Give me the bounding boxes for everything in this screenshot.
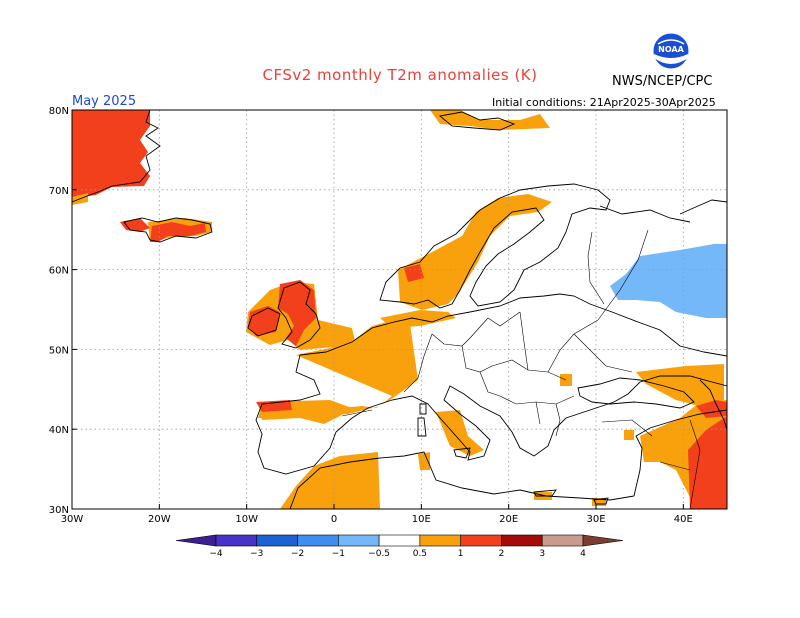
anomaly-shading: [72, 110, 727, 509]
forecast-month: May 2025: [72, 94, 137, 109]
anomaly-iceland-hot2: [150, 222, 206, 242]
anomaly-iberia-hot: [256, 400, 292, 412]
colorbar-tick-label: 2: [499, 549, 505, 559]
colorbar-segment: [419, 534, 461, 547]
colorbar-segment: [541, 534, 584, 547]
y-tick-label: 30N: [49, 505, 69, 516]
coast-france-iberia: [255, 354, 727, 475]
x-tick-label: 30W: [61, 514, 84, 525]
x-tick-label: 10W: [235, 514, 258, 525]
colorbar-tick-label: 1: [458, 549, 464, 559]
colorbar-segment: [297, 534, 339, 547]
coast-svalbard: [438, 111, 516, 131]
colorbar-tick-label: −2: [291, 549, 304, 559]
coast-novaya-zemlya: [679, 199, 727, 215]
coast-ireland: [247, 307, 281, 337]
coast-corsica: [419, 403, 427, 415]
x-tick-label: 20E: [499, 514, 518, 525]
colorbar-segment: [215, 534, 258, 547]
coast-scandinavia: [379, 183, 611, 309]
coast-great-britain: [277, 281, 321, 349]
grid-lines: [72, 110, 727, 509]
coast-sardinia: [417, 417, 427, 437]
anomaly-black-sea: [636, 364, 724, 408]
coast-iceland: [123, 217, 213, 243]
y-tick-label: 60N: [49, 266, 69, 277]
colorbar-tick-label: 0.5: [413, 549, 427, 559]
y-tick-label: 80N: [49, 106, 69, 117]
coast-cyprus: [593, 497, 609, 505]
coast-sicily: [453, 447, 471, 459]
colorbar-tick-label: 3: [539, 549, 545, 559]
colorbar-segment: [501, 534, 543, 547]
colorbar-segment: [256, 534, 298, 547]
y-tick-label: 40N: [49, 425, 69, 436]
anomaly-greenland: [72, 110, 150, 204]
colorbar-tick-label: 4: [580, 549, 586, 559]
anomaly-scandinavia: [398, 194, 552, 310]
y-tick-label: 70N: [49, 186, 69, 197]
coast-levant: [633, 409, 727, 497]
colorbar: −4 −3 −2 −1 −0.5 0.5 1 2 3 4: [175, 534, 624, 559]
noaa-logo: NOAA: [652, 32, 690, 70]
y-tick-label: 50N: [49, 345, 69, 356]
coast-kola: [599, 205, 691, 223]
coast-black-sea: [577, 377, 695, 409]
colorbar-segment: [460, 534, 502, 547]
anomaly-russia-cool: [610, 244, 727, 318]
anomaly-france: [258, 320, 418, 418]
colorbar-tick-label: −0.5: [368, 549, 390, 559]
colorbar-segment: [378, 534, 421, 547]
colorbar-arrow-low: [175, 534, 217, 547]
country-borders: [341, 229, 701, 509]
anomaly-britain-hot: [278, 280, 316, 346]
x-tick-label: 40E: [674, 514, 693, 525]
colorbar-segment: [338, 534, 380, 547]
coast-crete: [533, 489, 557, 497]
colorbar-tick-label: −3: [250, 549, 263, 559]
coast-caspian: [699, 379, 727, 431]
coast-north-africa: [289, 451, 635, 509]
border-lines: [341, 229, 701, 509]
anomaly-norway-hot: [404, 264, 424, 282]
x-tick-label: 10E: [412, 514, 431, 525]
plot-frame: [71, 109, 728, 510]
coastlines: [72, 110, 727, 509]
colorbar-arrow-high: [582, 534, 624, 547]
anomaly-italy: [436, 410, 484, 456]
figure-title: CFSv2 monthly T2m anomalies (K): [262, 66, 538, 84]
anomaly-svalbard: [430, 110, 550, 130]
initial-conditions: Initial conditions: 21Apr2025-30Apr2025: [492, 96, 716, 109]
coast-continent: [299, 293, 727, 357]
colorbar-tick-label: −4: [209, 549, 223, 559]
agency-label: NWS/NCEP/CPC: [612, 74, 713, 89]
coast-greenland: [72, 110, 161, 203]
logo-text: NOAA: [658, 45, 684, 54]
axis-ticks: 30W 20W 10W 0 10E 20E 30E 40E 30N 40N 50N 60N 70N 80N: [49, 106, 693, 525]
colorbar-tick-label: −1: [332, 549, 345, 559]
x-tick-label: 0: [331, 514, 337, 525]
x-tick-label: 30E: [586, 514, 605, 525]
x-tick-label: 20W: [148, 514, 171, 525]
anomaly-middle-east-hot: [688, 416, 727, 509]
anomaly-north-africa: [280, 452, 380, 509]
anomaly-lebanon: [624, 430, 634, 440]
anomaly-iceland-hot: [120, 218, 150, 232]
